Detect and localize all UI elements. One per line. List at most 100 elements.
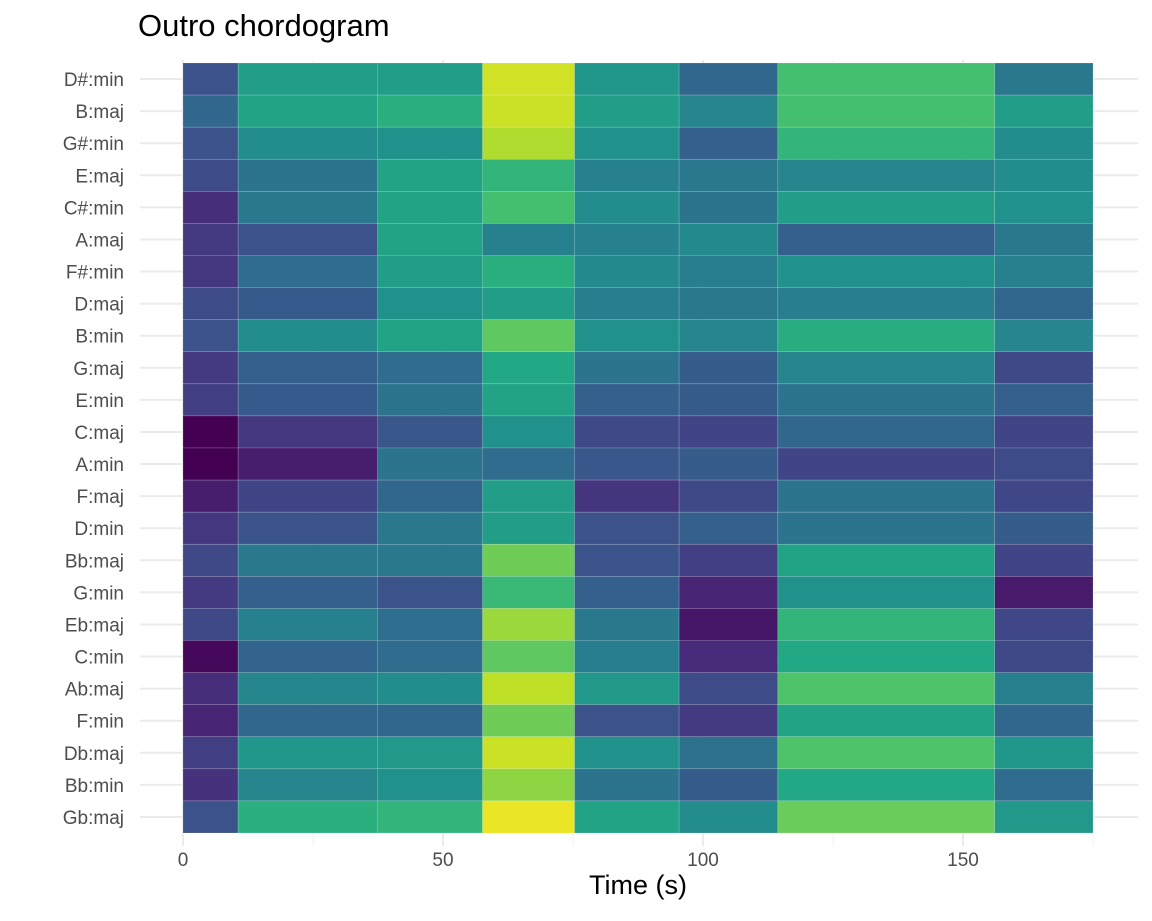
heatmap-cell	[574, 736, 680, 770]
heatmap-cell	[377, 351, 483, 385]
heatmap-cell	[237, 640, 378, 673]
heatmap-cell	[994, 768, 1094, 802]
heatmap-cell	[574, 768, 680, 802]
heatmap-cell	[574, 126, 680, 160]
heatmap-cell	[182, 543, 239, 577]
heatmap-cell	[377, 768, 483, 802]
heatmap-cell	[482, 415, 575, 449]
y-tick-label: C:maj	[74, 423, 124, 444]
heatmap-cell	[377, 672, 483, 705]
chart-title: Outro chordogram	[138, 8, 390, 43]
heatmap-cell	[994, 351, 1094, 385]
heatmap-cell	[482, 319, 575, 353]
heatmap-cell	[574, 608, 680, 641]
heatmap-cell	[377, 447, 483, 481]
heatmap-cell	[237, 94, 378, 128]
heatmap-cell	[182, 383, 239, 417]
heatmap-cell	[182, 640, 239, 673]
heatmap-cell	[678, 62, 779, 96]
x-axis-label: Time (s)	[589, 870, 687, 900]
heatmap-cell	[777, 640, 996, 673]
heatmap-cell	[777, 255, 996, 288]
heatmap-cell	[377, 415, 483, 449]
heatmap-cell	[377, 223, 483, 256]
heatmap-cell	[994, 383, 1094, 417]
y-tick-label: G:maj	[73, 359, 124, 380]
y-tick-label: G#:min	[63, 134, 124, 155]
heatmap-cell	[994, 287, 1094, 320]
heatmap-cell	[377, 94, 483, 128]
heatmap-cell	[482, 511, 575, 545]
heatmap-cell	[482, 479, 575, 513]
heatmap-cell	[377, 543, 483, 577]
heatmap-cell	[678, 94, 779, 128]
heatmap-cell	[237, 672, 378, 705]
heatmap-cell	[377, 640, 483, 673]
y-tick-label: B:min	[75, 327, 124, 348]
heatmap-cell	[574, 351, 680, 385]
heatmap-cell	[777, 447, 996, 481]
heatmap-cell	[994, 126, 1094, 160]
heatmap-cell	[482, 672, 575, 705]
heatmap-cell	[777, 158, 996, 192]
heatmap-cell	[678, 576, 779, 609]
heatmap-cell	[777, 736, 996, 770]
heatmap-cell	[377, 704, 483, 738]
heatmap-cell	[182, 704, 239, 738]
heatmap-cell	[994, 62, 1094, 96]
heatmap-cell	[237, 511, 378, 545]
heatmap-cell	[237, 543, 378, 577]
y-tick-label: F:maj	[77, 487, 125, 508]
heatmap-cell	[182, 62, 239, 96]
heatmap-cell	[994, 800, 1094, 834]
heatmap-cell	[678, 415, 779, 449]
heatmap-cell	[574, 94, 680, 128]
heatmap-cell	[994, 223, 1094, 256]
heatmap-cell	[994, 704, 1094, 738]
y-tick-label: Bb:maj	[65, 551, 124, 572]
y-tick-label: Gb:maj	[63, 808, 124, 829]
heatmap-cell	[482, 447, 575, 481]
heatmap-cell	[574, 191, 680, 224]
heatmap-cell	[182, 608, 239, 641]
y-tick-label: F#:min	[66, 263, 124, 284]
heatmap-cell	[574, 672, 680, 705]
heatmap-cell	[182, 319, 239, 353]
heatmap-cell	[482, 383, 575, 417]
heatmap-cell	[994, 543, 1094, 577]
heatmap-cell	[994, 640, 1094, 673]
heatmap-cell	[182, 191, 239, 224]
heatmap-cell	[377, 255, 483, 288]
heatmap-cell	[237, 800, 378, 834]
heatmap-cell	[377, 126, 483, 160]
heatmap-cell	[482, 255, 575, 288]
heatmap-cell	[678, 351, 779, 385]
heatmap-cell	[678, 672, 779, 705]
heatmap-cell	[182, 447, 239, 481]
heatmap-cell	[237, 415, 378, 449]
heatmap-cell	[574, 287, 680, 320]
x-tick-label: 0	[178, 850, 189, 871]
heatmap-cell	[237, 158, 378, 192]
y-tick-label: Db:maj	[64, 744, 124, 765]
heatmap-cell	[574, 319, 680, 353]
heatmap-cell	[377, 576, 483, 609]
heatmap-cell	[777, 126, 996, 160]
y-tick-label: G:min	[73, 583, 124, 604]
heatmap-cell	[678, 223, 779, 256]
heatmap-cell	[377, 191, 483, 224]
heatmap-cell	[377, 736, 483, 770]
heatmap-cell	[237, 287, 378, 320]
heatmap-cell	[237, 255, 378, 288]
heatmap-cell	[777, 576, 996, 609]
heatmap-cells	[182, 62, 1094, 834]
heatmap-cell	[574, 543, 680, 577]
heatmap-cell	[574, 62, 680, 96]
heatmap-cell	[182, 736, 239, 770]
heatmap-cell	[237, 704, 378, 738]
y-tick-label: E:maj	[75, 166, 124, 187]
heatmap-cell	[994, 736, 1094, 770]
heatmap-cell	[482, 191, 575, 224]
